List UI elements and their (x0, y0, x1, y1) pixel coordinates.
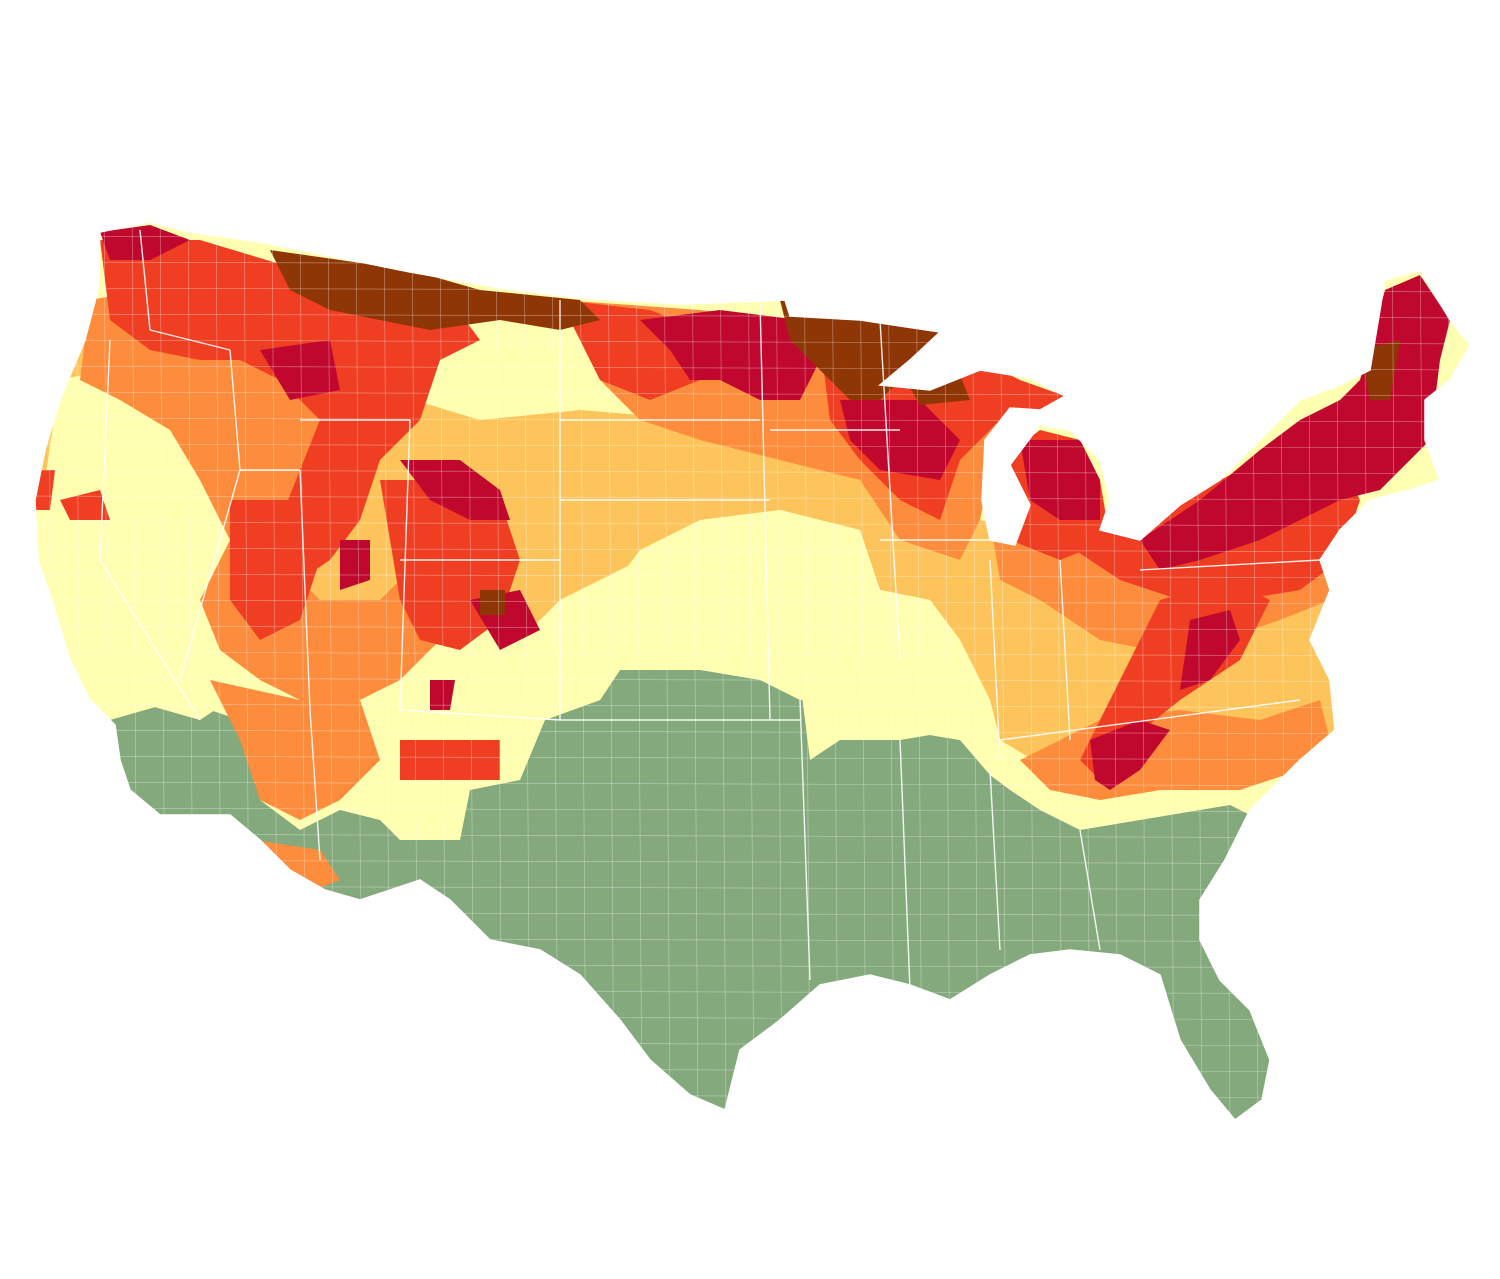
band-peak-wi-north (840, 400, 960, 480)
county-boundaries (35, 222, 1470, 1120)
band-no-change-south (35, 670, 1300, 1120)
band-near-peak-nw (100, 240, 480, 580)
band-peak-nm-north (430, 680, 455, 710)
band-peak-smokies (1090, 720, 1170, 790)
band-peak-idaho (260, 340, 340, 400)
band-near-peak-nm (400, 740, 500, 780)
band-near-peak-ca-north (60, 490, 110, 520)
band-peak-wv (1180, 610, 1240, 690)
band-past-peak-montana (270, 250, 600, 330)
band-low-plains (470, 510, 1000, 760)
band-peak-utah-mtn (340, 540, 370, 590)
band-high-arizona (210, 680, 380, 820)
band-peak-wyoming (400, 460, 510, 520)
band-peak-mn-nd (640, 310, 820, 400)
band-peak-wa (100, 225, 190, 260)
band-past-peak-colorado (480, 590, 505, 615)
band-high-southaz (255, 840, 340, 895)
band-near-peak-utah (230, 500, 320, 640)
state-boundaries (99, 229, 1321, 991)
band-peak-michigan (1020, 440, 1100, 520)
